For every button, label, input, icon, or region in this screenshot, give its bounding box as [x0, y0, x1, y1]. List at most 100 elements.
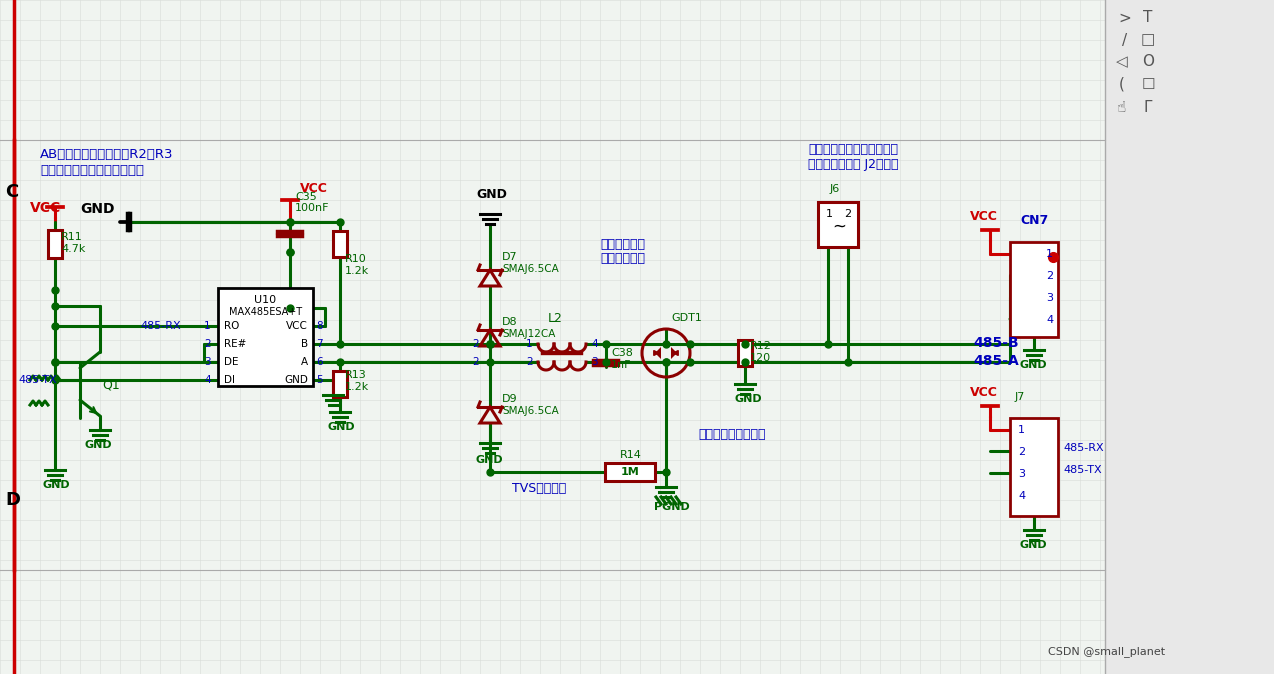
Text: 1: 1 [1018, 425, 1026, 435]
Text: GND: GND [80, 202, 115, 216]
Text: GND: GND [476, 188, 507, 201]
Text: 当需要接受终端匹配电阱，: 当需要接受终端匹配电阱， [808, 143, 898, 156]
Text: CN7: CN7 [1020, 214, 1049, 227]
Text: 1: 1 [526, 339, 533, 349]
Bar [1105, 0, 1274, 674]
Text: MAX485ESA+T: MAX485ESA+T [229, 307, 302, 317]
Bar [218, 288, 313, 386]
Text: 6: 6 [316, 357, 322, 367]
Bar [333, 231, 347, 257]
Polygon shape [671, 347, 676, 359]
Text: R10: R10 [345, 254, 367, 264]
Text: 3: 3 [1018, 469, 1026, 479]
Text: GDT1: GDT1 [671, 313, 702, 323]
Text: D9: D9 [502, 394, 517, 404]
Text: 1: 1 [1046, 249, 1054, 259]
Text: 485-A: 485-A [973, 354, 1019, 368]
Text: 4: 4 [1046, 315, 1054, 325]
Text: 8: 8 [316, 321, 322, 331]
Text: 1.2k: 1.2k [345, 382, 369, 392]
Text: SMAJ6.5CA: SMAJ6.5CA [502, 406, 559, 416]
Text: 485-TX: 485-TX [18, 375, 56, 385]
Text: ◁: ◁ [1116, 55, 1127, 69]
Text: CSDN @small_planet: CSDN @small_planet [1049, 646, 1166, 657]
Text: 2: 2 [471, 357, 479, 367]
Text: 2: 2 [1046, 271, 1054, 281]
Text: C: C [5, 183, 18, 201]
Text: RE#: RE# [224, 339, 246, 349]
Text: Γ: Γ [1144, 100, 1152, 115]
Text: 1.2k: 1.2k [345, 266, 369, 276]
Text: 485-RX: 485-RX [1063, 443, 1103, 453]
Text: □: □ [1140, 32, 1156, 47]
Text: VCC: VCC [970, 386, 998, 399]
Text: 4: 4 [1018, 491, 1026, 501]
Text: 485-RX: 485-RX [140, 321, 181, 331]
Text: 2: 2 [471, 339, 479, 349]
Text: SMAJ12CA: SMAJ12CA [502, 329, 555, 339]
Text: 1nF: 1nF [612, 360, 632, 370]
Text: L2: L2 [548, 312, 563, 325]
Text: D: D [5, 491, 20, 509]
Bar [1010, 242, 1057, 337]
Text: DI: DI [224, 375, 234, 385]
Text: 要根据应用选择合适的阻値。: 要根据应用选择合适的阻値。 [39, 164, 144, 177]
Text: 共模电感用于: 共模电感用于 [600, 238, 645, 251]
Text: U10: U10 [255, 295, 276, 305]
Text: VCC: VCC [970, 210, 998, 223]
Text: GND: GND [735, 394, 763, 404]
Text: VCC: VCC [287, 321, 308, 331]
Text: 5: 5 [316, 375, 322, 385]
Text: TVS管防浌涹: TVS管防浌涹 [512, 482, 566, 495]
Text: 1M: 1M [620, 467, 640, 477]
Text: GND: GND [43, 480, 70, 490]
Text: 3: 3 [591, 357, 598, 367]
Text: 2: 2 [204, 339, 210, 349]
Text: DE: DE [224, 357, 238, 367]
Text: 4: 4 [591, 339, 598, 349]
Text: 2: 2 [843, 209, 851, 219]
Text: 气体放电管防雷保护: 气体放电管防雷保护 [698, 428, 766, 441]
Text: 485-TX: 485-TX [1063, 465, 1102, 475]
Text: T: T [1143, 11, 1153, 26]
Text: AB线的上拉和下拉电阱R2、R3: AB线的上拉和下拉电阱R2、R3 [39, 148, 173, 161]
Text: J6: J6 [829, 184, 841, 194]
Text: J7: J7 [1015, 392, 1026, 402]
Text: R14: R14 [620, 450, 642, 460]
Text: GND: GND [85, 440, 112, 450]
Text: A: A [301, 357, 308, 367]
Text: SMAJ6.5CA: SMAJ6.5CA [502, 264, 559, 274]
Text: O: O [1142, 55, 1154, 69]
Text: RO: RO [224, 321, 240, 331]
Text: GND: GND [1020, 540, 1047, 550]
Text: 过滤共模干扰: 过滤共模干扰 [600, 252, 645, 265]
Bar [605, 463, 655, 481]
Text: R12: R12 [750, 341, 772, 351]
Bar [738, 340, 752, 366]
Text: PGND: PGND [654, 502, 689, 512]
Text: 2: 2 [1018, 447, 1026, 457]
Text: GND: GND [327, 422, 355, 432]
Text: 4: 4 [204, 375, 210, 385]
Text: B: B [301, 339, 308, 349]
Text: 2: 2 [526, 357, 533, 367]
Text: D7: D7 [502, 252, 517, 262]
Text: 1: 1 [204, 321, 210, 331]
Text: 1: 1 [826, 209, 833, 219]
Bar [1010, 418, 1057, 516]
Text: 7: 7 [316, 339, 322, 349]
Text: 4.7k: 4.7k [61, 244, 85, 254]
Text: ~: ~ [832, 218, 846, 236]
Text: 3: 3 [204, 357, 210, 367]
Text: D8: D8 [502, 317, 517, 327]
Text: (: ( [1119, 77, 1125, 92]
Bar [333, 371, 347, 397]
Text: C35: C35 [296, 192, 317, 202]
Text: >: > [1119, 11, 1131, 26]
Text: GND: GND [476, 455, 503, 465]
Text: 100nF: 100nF [296, 203, 330, 213]
Text: 可用短路帽短路 J2排针。: 可用短路帽短路 J2排针。 [808, 158, 898, 171]
Text: ☝: ☝ [1117, 100, 1126, 115]
Text: VCC: VCC [31, 201, 61, 215]
Text: /: / [1122, 32, 1127, 47]
